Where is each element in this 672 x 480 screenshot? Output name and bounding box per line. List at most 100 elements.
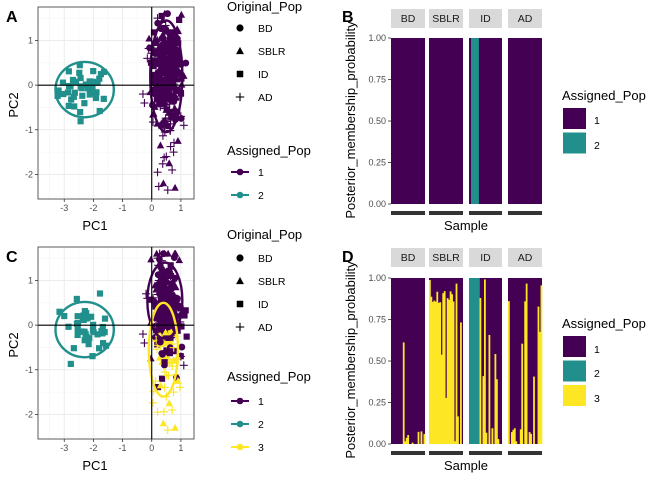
y-tick-label: 1.00 [368,273,386,283]
data-point [94,331,101,338]
bar-segment-pop-3 [407,434,410,444]
data-point [158,285,166,293]
facet-x-axis-bar [508,451,542,455]
data-point [159,179,168,187]
cluster-ellipse-1 [149,19,184,134]
data-point [145,34,153,42]
data-point [100,68,108,76]
data-point [156,141,165,149]
legend-key-dot-1 [236,168,244,176]
data-point [69,76,77,84]
legend-key-ad [235,322,245,332]
data-point [73,295,80,303]
data-point [163,71,171,79]
facet-strip [469,9,502,28]
data-point [76,62,83,69]
data-point [164,295,171,302]
y-tick-label: -1 [25,125,33,135]
y-tick-label: 0.25 [368,158,386,168]
data-point [101,315,109,322]
data-point [167,30,174,37]
data-point [166,270,173,277]
facet-strip [429,248,463,267]
data-point [172,57,179,64]
bar-d-yaxis: 0.00 0.25 0.50 0.75 1.00 [368,273,391,449]
y-tick-label: 0.25 [368,398,386,408]
data-point [149,398,158,407]
data-point [77,118,84,125]
data-point [79,92,86,99]
facet-x-axis-bar [469,451,502,455]
bar-segment-pop-3 [433,300,436,444]
data-point [163,286,170,294]
facet-strip [391,248,425,267]
x-tick-label: -1 [119,443,127,453]
data-point [167,314,174,322]
bar-d-facets: BD SBLR ID AD [391,248,543,455]
bar-segment-pop-3 [515,441,518,444]
pca-c-color-label-1: 1 [258,396,264,408]
legend-swatch-2 [563,360,586,382]
data-point [152,313,160,321]
facet-id: ID [469,248,502,455]
data-point [171,423,179,431]
data-point [77,74,84,82]
data-point [165,159,173,167]
bar-segment-pop-3 [457,416,459,444]
data-point [179,361,188,370]
bar-segment-pop-3 [430,296,433,444]
data-point [166,35,174,43]
data-point [84,314,91,321]
pca-a-shape-label-bd: BD [258,23,273,35]
data-point [166,350,173,357]
data-point [176,69,183,76]
facet-x-axis-bar [429,451,463,455]
bar-segment-pop-3 [442,293,445,444]
pca-a-axes: -3 -2 -1 0 1 -2 -1 0 1 [25,6,195,213]
data-point [159,350,166,358]
data-point [160,77,167,85]
data-point [153,345,162,354]
data-point [164,56,172,63]
data-point [153,89,162,97]
bar-segment-pop-3 [443,291,446,444]
facet-sblr: SBLR [429,248,463,455]
pca-c-color-label-3: 3 [258,442,264,454]
data-point [176,16,183,23]
data-point [65,82,73,90]
data-point [154,69,162,77]
bar-segment-pop-3 [455,283,458,444]
data-point [153,408,162,417]
data-point [160,249,169,257]
legend-key-sblr [236,46,244,55]
y-tick-label: 1.00 [368,33,386,43]
pca-a-shape-label-id: ID [258,69,269,81]
pca-c-color-legend-title: Assigned_Pop [227,369,311,384]
data-point [155,353,164,361]
y-tick-label: 0.75 [368,315,386,325]
bar-segment-pop-3 [423,433,426,444]
data-point [159,419,168,427]
data-point [167,300,174,307]
cluster-ellipse-1 [146,261,184,340]
bar-b-legend-label-2: 2 [594,140,600,152]
data-point [166,109,173,116]
bar-segment-pop-3 [528,432,531,444]
bar-segment-pop-3 [525,283,528,444]
facet-strip-label: BD [401,252,416,264]
data-point [147,296,155,303]
data-point [175,256,184,264]
data-point [100,95,107,102]
data-point [151,281,159,289]
pca-c-color-label-2: 2 [258,419,264,431]
data-point [161,86,169,94]
data-point [157,326,164,333]
y-tick-label: 1 [28,35,33,45]
bar-segment-pop-3 [440,354,443,444]
bar-panel-b: BD SBLR ID AD 0.00 0.25 0.50 0.75 1.00 Sample P… [343,9,542,233]
data-point [153,327,160,334]
bar-segment-pop-3 [484,279,486,444]
y-tick-label: 0.00 [368,439,386,449]
data-point [182,307,189,314]
